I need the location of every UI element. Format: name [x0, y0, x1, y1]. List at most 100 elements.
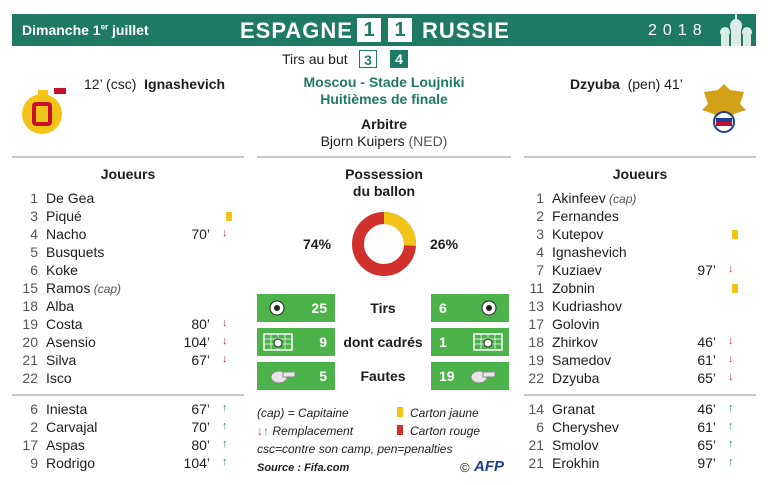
- player-row: 3 Kutepov: [516, 226, 748, 244]
- divider: [524, 156, 756, 158]
- player-number: 21: [528, 437, 544, 453]
- divider: [12, 156, 244, 158]
- player-row: 6 Iniesta 67’ ↑: [10, 401, 242, 419]
- player-number: 21: [22, 352, 38, 368]
- player-number: 20: [22, 334, 38, 350]
- legend-red: Carton rouge: [410, 424, 481, 438]
- sub-out-arrow-icon: ↓: [222, 353, 228, 365]
- player-name: Samedov: [552, 352, 612, 368]
- sub-time: 61’: [697, 352, 716, 368]
- player-name: Kuziaev: [552, 262, 602, 278]
- possession-title: Possession du ballon: [345, 166, 423, 199]
- legend-abbrev: csc=contre son camp, pen=penalties: [257, 442, 453, 456]
- sub-time: 65’: [697, 370, 716, 386]
- player-row: 6 Cheryshev 61’ ↑: [516, 419, 748, 437]
- player-row: 2 Carvajal 70’ ↑: [10, 419, 242, 437]
- home-stat-box: 5: [257, 362, 335, 390]
- player-row: 19 Costa 80’ ↓: [10, 316, 242, 334]
- copyright: ©: [460, 460, 470, 475]
- player-row: 2 Fernandes: [516, 208, 748, 226]
- player-number: 3: [30, 208, 38, 224]
- home-stat-value: 25: [311, 300, 327, 316]
- player-row: 15 Ramos (cap): [10, 280, 242, 298]
- player-row: 9 Rodrigo 104’ ↑: [10, 455, 242, 473]
- sub-time: 46’: [697, 401, 716, 417]
- red-card-icon: [397, 425, 403, 435]
- player-name: Piqué: [46, 208, 82, 224]
- player-name: Smolov: [552, 437, 599, 453]
- player-row: 18 Alba: [10, 298, 242, 316]
- round: Huitièmes de finale: [320, 91, 448, 107]
- sub-out-arrow-icon: ↓: [222, 335, 228, 347]
- player-name: Rodrigo: [46, 455, 96, 471]
- player-name: Golovin: [552, 316, 600, 332]
- sub-time: 67’: [191, 352, 210, 368]
- referee-label: Arbitre: [361, 116, 407, 132]
- home-players-title: Joueurs: [100, 166, 156, 182]
- sub-time: 80’: [191, 437, 210, 453]
- player-number: 15: [22, 280, 38, 296]
- sub-in-arrow-icon: ↑: [728, 420, 734, 432]
- player-row: 17 Golovin: [516, 316, 748, 334]
- header-bar: [12, 14, 756, 46]
- player-row: 5 Busquets: [10, 244, 242, 262]
- player-name: Nacho: [46, 226, 87, 242]
- player-number: 19: [528, 352, 544, 368]
- player-row: 20 Asensio 104’ ↓: [10, 334, 242, 352]
- home-possession: 74%: [303, 236, 332, 252]
- home-goal: 12’ (csc) Ignashevich: [84, 76, 226, 92]
- sub-in-arrow-icon: ↑: [222, 438, 228, 450]
- player-name: Asensio: [46, 334, 96, 350]
- stat-label: Tirs: [370, 300, 396, 316]
- player-name: Fernandes: [552, 208, 619, 224]
- away-stat-box: 1: [431, 328, 509, 356]
- captain-note: (cap): [90, 282, 122, 296]
- player-row: 14 Granat 46’ ↑: [516, 401, 748, 419]
- player-row: 19 Samedov 61’ ↓: [516, 352, 748, 370]
- whistle-icon: [269, 368, 297, 387]
- player-row: 22 Dzyuba 65’ ↓: [516, 370, 748, 388]
- player-number: 9: [30, 455, 38, 471]
- stat-label: dont cadrés: [343, 334, 423, 350]
- sub-out-arrow-icon: ↓: [728, 263, 734, 275]
- player-number: 5: [30, 244, 38, 260]
- player-number: 17: [22, 437, 38, 453]
- player-number: 3: [536, 226, 544, 242]
- player-number: 6: [536, 419, 544, 435]
- player-number: 17: [528, 316, 544, 332]
- sub-time: 70’: [191, 419, 210, 435]
- player-name: Silva: [46, 352, 77, 368]
- player-number: 1: [536, 190, 544, 206]
- player-name: Dzyuba: [552, 370, 600, 386]
- whistle-icon: [469, 368, 497, 387]
- player-number: 18: [22, 298, 38, 314]
- player-number: 21: [528, 455, 544, 471]
- away-goal: Dzyuba (pen) 41’: [570, 76, 683, 92]
- goal-icon: [263, 333, 293, 354]
- away-score: 1: [388, 18, 412, 42]
- sub-in-arrow-icon: ↑: [222, 420, 228, 432]
- player-name: Granat: [552, 401, 595, 417]
- player-number: 14: [528, 401, 544, 417]
- possession-away-arc: [352, 212, 416, 276]
- player-number: 13: [528, 298, 544, 314]
- sub-out-arrow-icon: ↓: [728, 353, 734, 365]
- spain-crest-icon: [22, 88, 66, 134]
- yellow-card-icon: [732, 230, 738, 239]
- player-row: 21 Erokhin 97’ ↑: [516, 455, 748, 473]
- player-row: 21 Silva 67’ ↓: [10, 352, 242, 370]
- sub-time: 65’: [697, 437, 716, 453]
- player-row: 22 Isco: [10, 370, 242, 388]
- divider: [524, 394, 756, 396]
- player-number: 2: [536, 208, 544, 224]
- player-name: Zobnin: [552, 280, 595, 296]
- match-date: Dimanche 1er juillet: [22, 22, 149, 38]
- sub-out-arrow-icon: ↓: [222, 227, 228, 239]
- divider: [257, 156, 511, 158]
- player-row: 7 Kuziaev 97’ ↓: [516, 262, 748, 280]
- player-row: 1 De Gea: [10, 190, 242, 208]
- sub-in-arrow-icon: ↑: [728, 456, 734, 468]
- away-stat-box: 6: [431, 294, 509, 322]
- player-number: 4: [536, 244, 544, 260]
- russia-crest-icon: [702, 84, 746, 133]
